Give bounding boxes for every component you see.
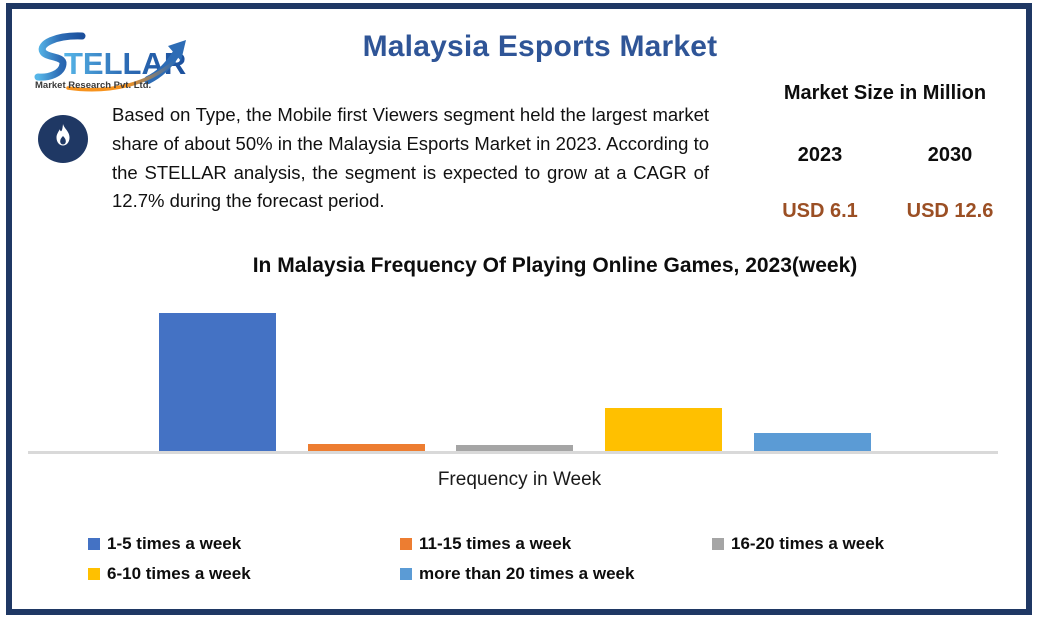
flame-icon	[38, 114, 88, 164]
legend-item: more than 20 times a week	[400, 563, 712, 584]
market-size-years: 2023 2030	[755, 144, 1015, 167]
market-size-values: USD 6.1 USD 12.6	[755, 200, 1015, 223]
stellar-logo: TELLAR Market Research Pvt. Ltd.	[30, 22, 210, 104]
legend-label: 16-20 times a week	[731, 533, 885, 553]
legend-swatch-icon	[88, 537, 100, 550]
legend-swatch-icon	[88, 567, 100, 580]
bar-slot	[292, 299, 441, 451]
market-size-value-2023: USD 6.1	[782, 200, 858, 222]
legend-item: 1-5 times a week	[88, 533, 400, 554]
chart-legend: 1-5 times a week 11-15 times a week 16-20 …	[88, 533, 968, 584]
summary-text: Based on Type, the Mobile first Viewers …	[112, 104, 709, 212]
page-title: Malaysia Esports Market	[362, 30, 718, 63]
logo-orange-swoosh	[66, 60, 176, 92]
legend-label: 1-5 times a week	[107, 533, 242, 553]
chart-x-axis-label: Frequency in Week	[437, 469, 602, 490]
chart-plot	[28, 299, 998, 454]
legend-item: 6-10 times a week	[88, 563, 400, 584]
bar-slot	[143, 299, 292, 451]
bar-slot	[441, 299, 590, 451]
flame-inner-notch	[60, 136, 66, 145]
bar-more-than-20-times-a-week	[754, 433, 872, 451]
chart-bars	[143, 299, 887, 451]
market-size-value-2030: USD 12.6	[906, 200, 994, 222]
stellar-logo-graphic: TELLAR Market Research Pvt. Ltd.	[34, 32, 186, 92]
bar-slot	[589, 299, 738, 451]
legend-label: 6-10 times a week	[107, 563, 251, 583]
market-size-year-2030: 2030	[927, 144, 973, 166]
legend-item: 16-20 times a week	[712, 533, 968, 554]
market-size-year-2023: 2023	[797, 144, 843, 166]
bar-slot	[738, 299, 887, 451]
logo-s-swoosh	[34, 32, 86, 81]
bar-6-10-times-a-week	[605, 408, 723, 451]
market-size-heading: Market Size in Million	[783, 82, 987, 104]
legend-label: 11-15 times a week	[419, 533, 572, 553]
bar-11-15-times-a-week	[307, 444, 425, 451]
bar-1-5-times-a-week	[158, 313, 276, 451]
legend-swatch-icon	[400, 567, 412, 580]
flame-glyph	[56, 124, 70, 146]
legend-item: 11-15 times a week	[400, 533, 712, 554]
legend-label: more than 20 times a week	[419, 563, 635, 583]
legend-swatch-icon	[712, 537, 724, 550]
bar-16-20-times-a-week	[456, 445, 574, 451]
logo-subtitle: Market Research Pvt. Ltd.	[35, 80, 151, 91]
logo-arrow-head	[168, 40, 186, 61]
chart-title: In Malaysia Frequency Of Playing Online …	[252, 254, 858, 277]
legend-swatch-icon	[400, 537, 412, 550]
page-border-frame	[6, 3, 1032, 615]
